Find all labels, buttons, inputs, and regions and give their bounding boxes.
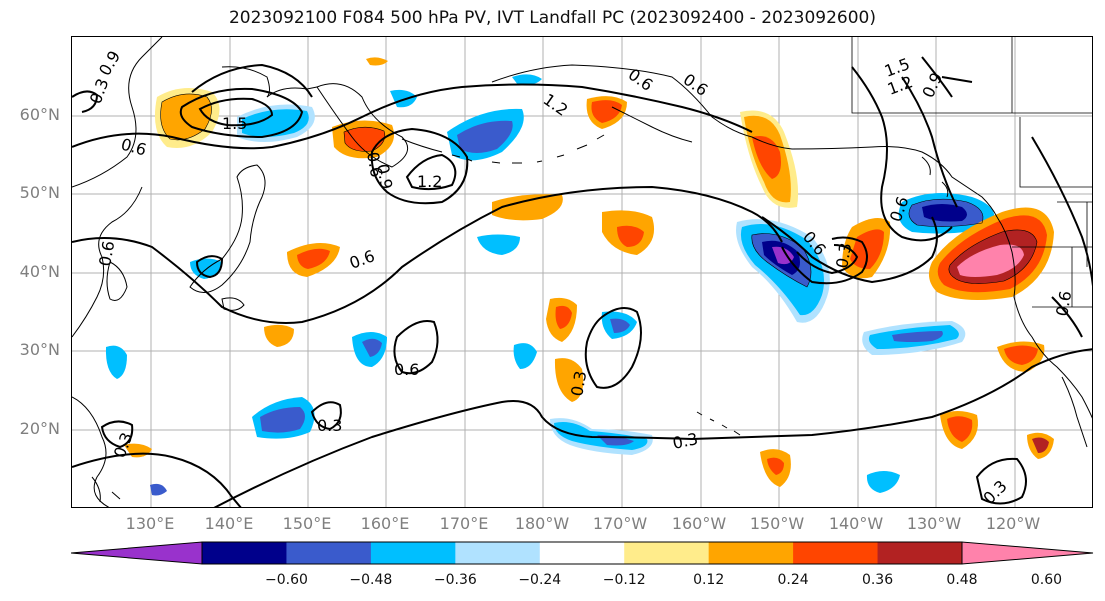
colorbar-frame (201, 541, 963, 565)
contour-label: 0.3 (567, 369, 590, 397)
contour-label: 0.6 (347, 246, 377, 273)
contour-0.3-ring (584, 307, 642, 389)
pv-negative-blob (866, 471, 900, 493)
lon-label: 150°W (749, 514, 805, 533)
pv-negative-blob (105, 345, 127, 379)
colorbar-segment (877, 542, 963, 564)
pv-negative-blob (390, 89, 417, 108)
contour-label: 0.6 (119, 135, 149, 160)
coastline-alaska (491, 64, 998, 218)
lon-label: 130°E (125, 514, 175, 533)
lon-label: 180°W (514, 514, 570, 533)
map-panel: 0.3 0.6 1.5 0.6 1.2 0.9 1.2 0.6 0.6 1.5 … (71, 36, 1093, 508)
borders (851, 37, 1092, 308)
colorbar-tick: −0.48 (349, 572, 393, 588)
lon-label: 170°E (439, 514, 489, 533)
pv-positive-blob (492, 194, 563, 221)
colorbar-segment (539, 542, 625, 564)
contour-0.9-nw (851, 66, 953, 242)
pv-negative-blob (512, 74, 542, 86)
colorbar-tick: 0.12 (693, 572, 725, 588)
colorbar-tick: −0.36 (433, 572, 477, 588)
colorbar-tick: 0.36 (861, 572, 894, 588)
colorbar-extend-left (71, 541, 203, 565)
contour-label: 1.2 (417, 172, 442, 191)
pv-negative-blob (477, 234, 520, 255)
contour-low-pacific (781, 236, 868, 285)
coastlines (72, 37, 1092, 507)
colorbar-tick: 0.60 (1030, 572, 1063, 588)
lon-label: 130°W (906, 514, 962, 533)
lon-label: 160°E (360, 514, 410, 533)
colorbar-segment (708, 542, 794, 564)
coastline-asia (72, 37, 163, 188)
colorbar-segment (624, 542, 710, 564)
contour-label: 0.9 (95, 47, 124, 79)
contour-label: 1.2 (540, 90, 572, 120)
colorbar (71, 541, 1094, 565)
colorbar-tick: −0.24 (518, 572, 562, 588)
contour-label: 0.6 (1052, 289, 1075, 317)
colorbar-tick: −0.60 (264, 572, 308, 588)
colorbar-segment (202, 542, 287, 564)
contour-label: 0.6 (680, 70, 712, 100)
lon-label: 150°E (282, 514, 332, 533)
contour-label: 0.9 (373, 162, 396, 190)
coastline-north-america (996, 216, 1092, 419)
coastline-kamchatka (316, 83, 409, 168)
colorbar-extend-right (961, 541, 1094, 565)
contour-label: 0.3 (86, 76, 113, 106)
lat-label: 20°N (19, 419, 60, 438)
map-svg: 0.3 0.6 1.5 0.6 1.2 0.9 1.2 0.6 0.6 1.5 … (72, 37, 1092, 507)
coastline-hawaii (696, 411, 741, 436)
contour-label: 0.6 (95, 239, 118, 267)
lon-label: 140°E (204, 514, 254, 533)
coastline-aleutians (401, 134, 605, 164)
contour-label: 0.3 (671, 429, 700, 453)
coastline-japan (189, 164, 266, 293)
contour-label: 1.5 (222, 114, 247, 133)
colorbar-segment (286, 542, 372, 564)
lat-label: 60°N (19, 105, 60, 124)
contour-label: 0.6 (363, 150, 386, 178)
lat-label: 40°N (19, 262, 60, 281)
lon-label: 160°W (671, 514, 727, 533)
contour-label: 0.6 (394, 360, 419, 379)
pv-positive-blob (264, 324, 294, 347)
ivt-contours (72, 56, 1092, 507)
pv-negative-blob (150, 483, 167, 496)
colorbar-segment (370, 542, 456, 564)
colorbar-segment (455, 542, 541, 564)
lat-label: 50°N (19, 183, 60, 202)
colorbar-segment (793, 542, 879, 564)
contour-1.2-okhotsk (179, 87, 304, 139)
contour-0.6-arc (72, 185, 783, 324)
lon-label: 120°W (985, 514, 1041, 533)
lon-label: 170°W (592, 514, 648, 533)
contour-label: 0.9 (918, 70, 946, 101)
contour-label-group: 0.3 0.6 1.5 0.6 1.2 0.9 1.2 0.6 0.6 1.5 … (86, 47, 1075, 507)
contour-0.3-south (72, 452, 242, 507)
pv-positive-blob (366, 57, 388, 66)
pv-positive-blob (554, 358, 584, 402)
pv-negative-blob (513, 343, 537, 369)
lat-label: 30°N (19, 340, 60, 359)
contour-label: 0.3 (832, 241, 855, 269)
contour-label: 0.3 (317, 416, 342, 435)
colorbar-tick: −0.12 (602, 572, 646, 588)
lon-label: 140°W (828, 514, 884, 533)
colorbar-tick: 0.24 (777, 572, 809, 588)
pv-shading (105, 57, 1054, 496)
colorbar-tick: 0.48 (946, 572, 978, 588)
map-title: 2023092100 F084 500 hPa PV, IVT Landfall… (228, 8, 876, 28)
shading-outlines (160, 93, 1038, 288)
